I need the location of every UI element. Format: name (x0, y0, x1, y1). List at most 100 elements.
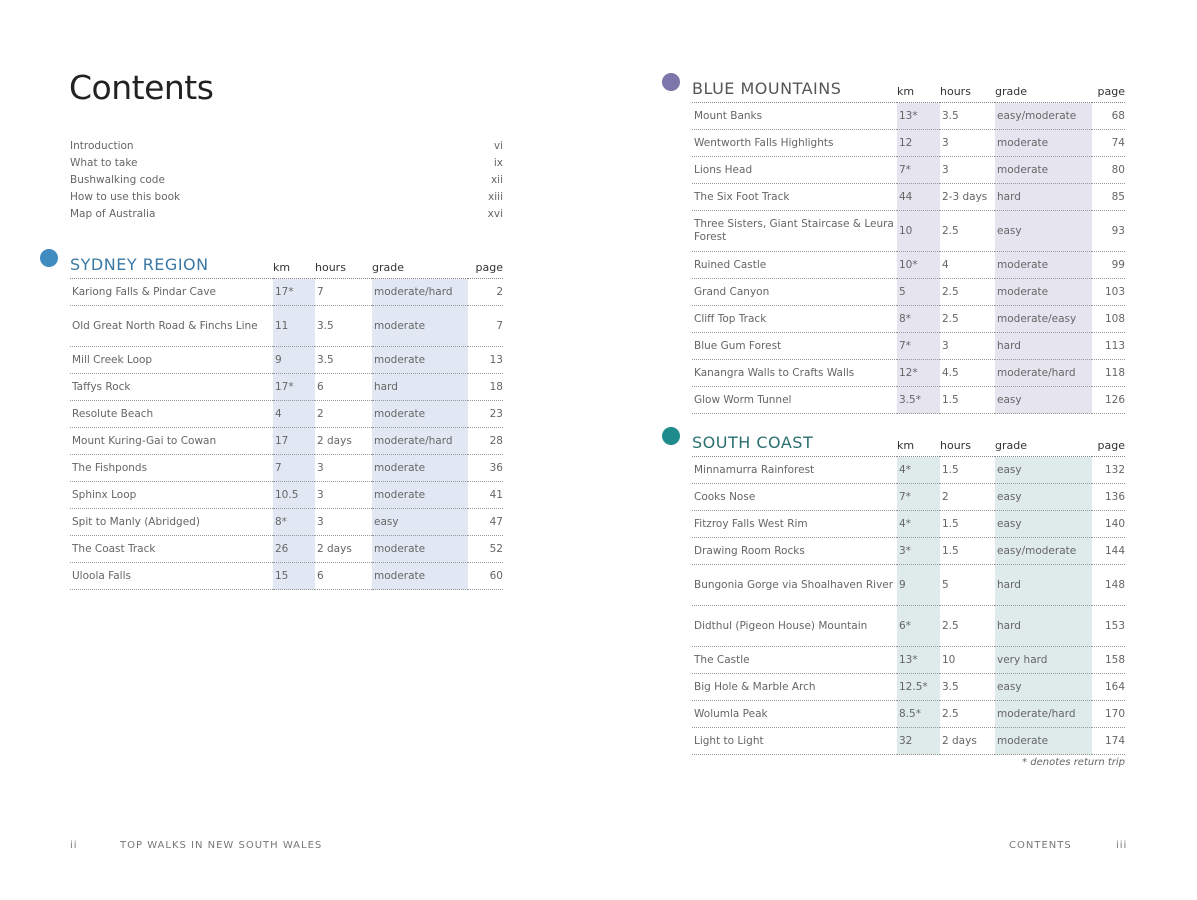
table-row[interactable]: Grand Canyon 5 2.5 moderate 103 (692, 278, 1125, 306)
table-row[interactable]: Light to Light 32 2 days moderate 174 (692, 727, 1125, 755)
table-row[interactable]: Taffys Rock 17* 6 hard 18 (70, 373, 503, 401)
table-row[interactable]: Kanangra Walls to Crafts Walls 12* 4.5 mode… (692, 359, 1125, 387)
walk-grade: easy (995, 386, 1092, 414)
walk-hours: 2.5 (940, 305, 995, 333)
walk-hours: 3.5 (315, 346, 372, 374)
walk-grade: moderate (995, 727, 1092, 755)
table-row[interactable]: Drawing Room Rocks 3* 1.5 easy/moderate 144 (692, 537, 1125, 565)
walk-name: Kanangra Walls to Crafts Walls (692, 359, 897, 387)
walk-grade: moderate (372, 481, 468, 509)
walk-grade: moderate/easy (995, 305, 1092, 333)
table-row[interactable]: Cliff Top Track 8* 2.5 moderate/easy 108 (692, 305, 1125, 333)
walk-km: 17* (273, 373, 315, 401)
table-row[interactable]: The Six Foot Track 44 2-3 days hard 85 (692, 183, 1125, 211)
footer-section-title: CONTENTS (1009, 840, 1072, 851)
table-row[interactable]: Wolumla Peak 8.5* 2.5 moderate/hard 170 (692, 700, 1125, 728)
walk-grade: easy (372, 508, 468, 536)
walk-grade: very hard (995, 646, 1092, 674)
table-row[interactable]: Cooks Nose 7* 2 easy 136 (692, 483, 1125, 511)
walk-page: 47 (468, 508, 503, 536)
walk-page: 7 (468, 305, 503, 347)
walk-page: 85 (1092, 183, 1125, 211)
walk-name: The Coast Track (70, 535, 273, 563)
walk-name: Mount Banks (692, 102, 897, 130)
walk-grade: moderate/hard (995, 700, 1092, 728)
table-row[interactable]: The Fishponds 7 3 moderate 36 (70, 454, 503, 482)
walk-name: The Six Foot Track (692, 183, 897, 211)
table-row[interactable]: Resolute Beach 4 2 moderate 23 (70, 400, 503, 428)
walk-grade: easy (995, 673, 1092, 701)
table-row[interactable]: Mill Creek Loop 9 3.5 moderate 13 (70, 346, 503, 374)
walk-km: 15 (273, 562, 315, 590)
walk-name: The Castle (692, 646, 897, 674)
table-row[interactable]: Old Great North Road & Finchs Line 11 3.5 m… (70, 305, 503, 347)
table-row[interactable]: Bungonia Gorge via Shoalhaven River 9 5 har… (692, 564, 1125, 606)
walk-page: 60 (468, 562, 503, 590)
walk-grade: hard (995, 332, 1092, 360)
walk-km: 3* (897, 537, 940, 565)
table-row[interactable]: Three Sisters, Giant Staircase & Leura F… (692, 210, 1125, 252)
table-row[interactable]: Ruined Castle 10* 4 moderate 99 (692, 251, 1125, 279)
table-row[interactable]: Mount Banks 13* 3.5 easy/moderate 68 (692, 102, 1125, 130)
walks-table: SOUTH COAST km hours grade page Minnamurra Ra… (692, 428, 1125, 755)
walk-name: Cliff Top Track (692, 305, 897, 333)
table-row[interactable]: Glow Worm Tunnel 3.5* 1.5 easy 126 (692, 386, 1125, 414)
col-page: page (1092, 428, 1125, 457)
col-page: page (468, 250, 503, 279)
walk-name: Mount Kuring-Gai to Cowan (70, 427, 273, 455)
col-km: km (897, 74, 940, 103)
table-row[interactable]: Fitzroy Falls West Rim 4* 1.5 easy 140 (692, 510, 1125, 538)
table-row[interactable]: Didthul (Pigeon House) Mountain 6* 2.5 hard… (692, 605, 1125, 647)
table-row[interactable]: Spit to Manly (Abridged) 8* 3 easy 47 (70, 508, 503, 536)
walk-grade: easy (995, 456, 1092, 484)
walk-hours: 7 (315, 278, 372, 306)
table-row[interactable]: Kariong Falls & Pindar Cave 17* 7 moderate/… (70, 278, 503, 306)
walk-km: 7* (897, 332, 940, 360)
table-row[interactable]: Big Hole & Marble Arch 12.5* 3.5 easy 164 (692, 673, 1125, 701)
walk-hours: 3 (315, 508, 372, 536)
walk-hours: 1.5 (940, 537, 995, 565)
intro-item[interactable]: Introduction vi (70, 138, 503, 155)
table-row[interactable]: Wentworth Falls Highlights 12 3 moderate 74 (692, 129, 1125, 157)
walk-grade: easy (995, 483, 1092, 511)
intro-item[interactable]: What to take ix (70, 155, 503, 172)
table-row[interactable]: Lions Head 7* 3 moderate 80 (692, 156, 1125, 184)
walk-name: Glow Worm Tunnel (692, 386, 897, 414)
intro-item[interactable]: How to use this book xiii (70, 189, 503, 206)
walk-km: 8.5* (897, 700, 940, 728)
table-row[interactable]: Blue Gum Forest 7* 3 hard 113 (692, 332, 1125, 360)
walk-hours: 2-3 days (940, 183, 995, 211)
section-south-coast: SOUTH COAST km hours grade page Minnamurra Ra… (662, 427, 1125, 755)
intro-item-page: ix (493, 157, 503, 169)
table-row[interactable]: The Coast Track 26 2 days moderate 52 (70, 535, 503, 563)
walk-km: 4* (897, 456, 940, 484)
walk-grade: moderate (995, 251, 1092, 279)
table-row[interactable]: Mount Kuring-Gai to Cowan 17 2 days moderat… (70, 427, 503, 455)
table-row[interactable]: Sphinx Loop 10.5 3 moderate 41 (70, 481, 503, 509)
walk-grade: moderate (372, 535, 468, 563)
table-row[interactable]: Uloola Falls 15 6 moderate 60 (70, 562, 503, 590)
intro-item[interactable]: Map of Australia xvi (70, 206, 503, 223)
walk-page: 164 (1092, 673, 1125, 701)
walk-name: Bungonia Gorge via Shoalhaven River (692, 564, 897, 606)
walk-name: Minnamurra Rainforest (692, 456, 897, 484)
region-dot-icon (662, 73, 680, 91)
table-row[interactable]: Minnamurra Rainforest 4* 1.5 easy 132 (692, 456, 1125, 484)
table-row[interactable]: The Castle 13* 10 very hard 158 (692, 646, 1125, 674)
walk-grade: moderate (372, 305, 468, 347)
intro-item-label: Introduction (70, 140, 134, 152)
walk-name: Resolute Beach (70, 400, 273, 428)
walk-hours: 6 (315, 373, 372, 401)
section-sydney-region: SYDNEY REGION km hours grade page Kariong Fal… (40, 249, 503, 590)
walk-page: 144 (1092, 537, 1125, 565)
walk-name: Three Sisters, Giant Staircase & Leura F… (692, 210, 897, 252)
walk-km: 32 (897, 727, 940, 755)
walk-hours: 4.5 (940, 359, 995, 387)
walk-page: 174 (1092, 727, 1125, 755)
walk-km: 17 (273, 427, 315, 455)
intro-item[interactable]: Bushwalking code xii (70, 172, 503, 189)
walk-km: 4* (897, 510, 940, 538)
walk-grade: easy/moderate (995, 537, 1092, 565)
walk-name: Wentworth Falls Highlights (692, 129, 897, 157)
walk-page: 41 (468, 481, 503, 509)
